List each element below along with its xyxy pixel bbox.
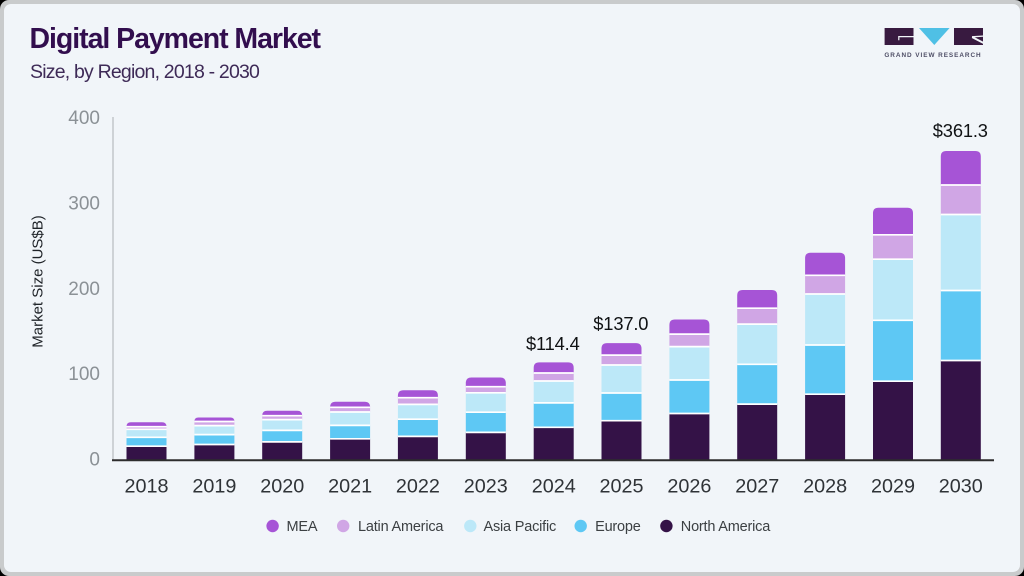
svg-text:300: 300: [68, 193, 100, 214]
svg-text:2019: 2019: [192, 476, 236, 498]
svg-text:2020: 2020: [260, 476, 304, 498]
svg-text:2025: 2025: [599, 476, 643, 498]
svg-text:2029: 2029: [871, 476, 915, 498]
svg-text:2027: 2027: [735, 476, 779, 498]
svg-text:Europe: Europe: [595, 519, 641, 535]
svg-text:2024: 2024: [532, 476, 576, 498]
svg-text:MEA: MEA: [287, 519, 318, 535]
svg-text:GRAND VIEW RESEARCH: GRAND VIEW RESEARCH: [884, 52, 981, 59]
svg-text:100: 100: [68, 364, 100, 385]
svg-text:2022: 2022: [396, 476, 440, 498]
svg-text:2023: 2023: [464, 476, 508, 498]
svg-text:Asia Pacific: Asia Pacific: [484, 519, 557, 535]
svg-text:$114.4: $114.4: [526, 333, 580, 354]
svg-text:$137.0: $137.0: [593, 313, 648, 334]
svg-text:$361.3: $361.3: [933, 120, 988, 141]
svg-text:Latin America: Latin America: [358, 519, 444, 535]
svg-text:200: 200: [68, 279, 100, 300]
svg-text:2026: 2026: [667, 476, 711, 498]
svg-text:2021: 2021: [328, 476, 372, 498]
svg-text:2028: 2028: [803, 476, 847, 498]
svg-text:Market Size (US$B): Market Size (US$B): [29, 215, 46, 348]
svg-text:2030: 2030: [939, 476, 983, 498]
svg-text:0: 0: [89, 450, 100, 471]
svg-text:2018: 2018: [124, 476, 168, 498]
svg-text:400: 400: [68, 108, 100, 129]
svg-text:North America: North America: [681, 519, 771, 535]
